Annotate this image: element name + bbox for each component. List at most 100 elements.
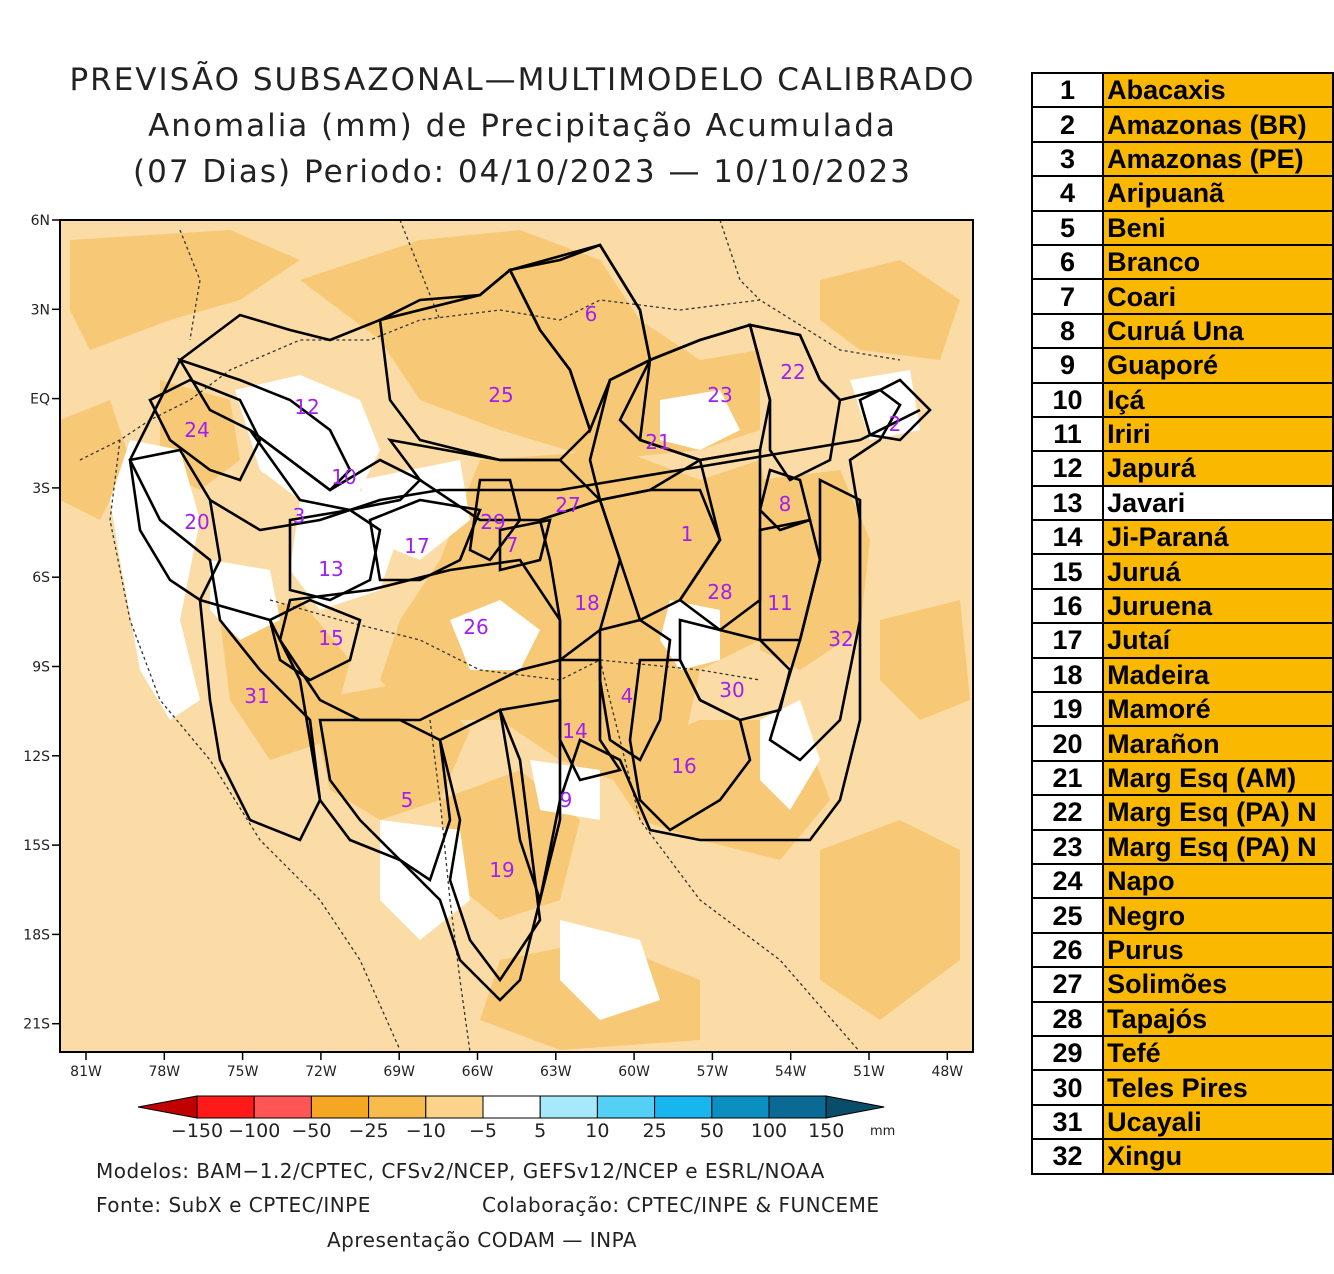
- colorbar-swatch: [711, 1095, 770, 1119]
- basin-number: 28: [1030, 1000, 1105, 1037]
- basin-number: 11: [1030, 415, 1105, 453]
- basin-number: 4: [1030, 175, 1105, 212]
- basin-label-2: 2: [889, 412, 902, 436]
- basin-number: 32: [1030, 1138, 1105, 1175]
- basin-number: 3: [1030, 140, 1105, 178]
- title-line-2: Anomalia (mm) de Precipitação Acumulada: [148, 108, 897, 144]
- basin-row: 28 Tapajós: [1030, 1000, 1334, 1037]
- colorbar-swatch: [310, 1095, 370, 1119]
- colorbar-tick-label: −50: [291, 1120, 331, 1142]
- basin-number: 23: [1030, 828, 1105, 865]
- basin-label-32: 32: [828, 627, 853, 651]
- basin-label-21: 21: [645, 430, 670, 454]
- lat-tick-label: 15S: [23, 838, 50, 854]
- lon-tick-label: 63W: [540, 1064, 572, 1080]
- basin-name: Napo: [1102, 862, 1334, 900]
- colorbar-tick-label: 25: [643, 1120, 667, 1142]
- colorbar-tick-label: −5: [469, 1120, 497, 1142]
- basin-name: Teles Pires: [1102, 1069, 1334, 1106]
- basin-name: Ji-Paraná: [1102, 519, 1334, 556]
- lon-tick-label: 72W: [305, 1064, 337, 1080]
- lat-tick-label: 9S: [32, 660, 50, 676]
- basin-label-28: 28: [707, 580, 732, 604]
- basin-row: 21 Marg Esq (AM): [1030, 759, 1334, 797]
- basin-name: Branco: [1102, 243, 1334, 281]
- basin-number: 15: [1030, 553, 1105, 590]
- basin-name: Iriri: [1102, 415, 1334, 453]
- basin-row: 17 Jutaí: [1030, 622, 1334, 659]
- colorbar-swatch: [482, 1095, 541, 1119]
- basin-number-labels: 1234567891011121314151617181920212223242…: [184, 302, 901, 882]
- basin-row: 30 Teles Pires: [1030, 1069, 1334, 1106]
- basin-name: Madeira: [1102, 656, 1334, 694]
- basin-row: 19 Mamoré: [1030, 691, 1334, 728]
- basin-row: 14 Ji-Paraná: [1030, 519, 1334, 556]
- basin-label-29: 29: [480, 510, 505, 534]
- basin-number: 16: [1030, 587, 1105, 625]
- basin-label-6: 6: [585, 302, 598, 326]
- basin-number: 8: [1030, 312, 1105, 350]
- basin-name: Ucayali: [1102, 1103, 1334, 1141]
- basin-number: 25: [1030, 897, 1105, 934]
- basin-row: 20 Marañon: [1030, 725, 1334, 762]
- colorbar-left-arrow: [137, 1095, 198, 1119]
- precipitation-anomaly-map: 6N 3N EQ 3S 6S 9S 12S 15S 18S 21S 81W 78W 75W 72W 69W 6…: [23, 213, 974, 1142]
- basin-label-24: 24: [184, 418, 209, 442]
- basin-name: Aripuanã: [1102, 175, 1334, 212]
- basin-name: Marg Esq (AM): [1102, 759, 1334, 797]
- basin-number: 9: [1030, 347, 1105, 384]
- basin-name: Amazonas (BR): [1102, 106, 1334, 143]
- basin-row: 10 Içá: [1030, 381, 1334, 418]
- basin-legend-table: 1 Abacaxis 2 Amazonas (BR) 3 Amazonas (PE) 4 Ar…: [1030, 71, 1334, 1175]
- colorbar-swatch: [368, 1095, 427, 1119]
- colorbar-tick-label: −10: [406, 1120, 446, 1142]
- basin-row: 26 Purus: [1030, 931, 1334, 969]
- basin-label-30: 30: [719, 678, 744, 702]
- colorbar-tick-label: −25: [349, 1120, 389, 1142]
- basin-label-26: 26: [463, 615, 488, 639]
- colorbar-tick-label: −100: [228, 1120, 280, 1142]
- basin-label-27: 27: [555, 493, 580, 517]
- map-axes: 6N 3N EQ 3S 6S 9S 12S 15S 18S 21S 81W 78W 75W 72W 69W 6…: [23, 213, 963, 1080]
- lat-tick-label: 6S: [32, 570, 50, 586]
- basin-row: 16 Juruena: [1030, 587, 1334, 625]
- lon-tick-label: 54W: [775, 1064, 807, 1080]
- basin-label-11: 11: [767, 591, 792, 615]
- lon-tick-label: 81W: [70, 1064, 102, 1080]
- basin-name: Guaporé: [1102, 347, 1334, 384]
- basin-label-19: 19: [489, 858, 514, 882]
- map-frame: [59, 219, 974, 1053]
- basin-name: Solimões: [1102, 966, 1334, 1003]
- basin-number: 19: [1030, 691, 1105, 728]
- colorbar-swatch: [596, 1095, 656, 1119]
- basin-number: 31: [1030, 1103, 1105, 1141]
- basin-name: Coari: [1102, 278, 1334, 315]
- colorbar-swatch: [539, 1095, 598, 1119]
- colorbar-swatch: [425, 1095, 484, 1119]
- basin-name: Japurá: [1102, 450, 1334, 487]
- basin-label-25: 25: [488, 383, 513, 407]
- basin-row: 7 Coari: [1030, 278, 1334, 315]
- basin-row: 29 Tefé: [1030, 1034, 1334, 1072]
- colorbar-swatch: [253, 1095, 312, 1119]
- basin-number: 12: [1030, 450, 1105, 487]
- basin-label-12: 12: [294, 395, 319, 419]
- basin-label-16: 16: [671, 754, 696, 778]
- basin-label-7: 7: [506, 533, 519, 557]
- lon-tick-label: 78W: [148, 1064, 180, 1080]
- basin-number: 1: [1030, 71, 1105, 109]
- basin-number: 26: [1030, 931, 1105, 969]
- lon-tick-label: 51W: [853, 1064, 885, 1080]
- basin-number: 30: [1030, 1069, 1105, 1106]
- lat-tick-label: EQ: [30, 392, 50, 408]
- basin-row: 18 Madeira: [1030, 656, 1334, 694]
- basin-name: Xingu: [1102, 1138, 1334, 1175]
- basin-row: 24 Napo: [1030, 862, 1334, 900]
- footer-source: Fonte: SubX e CPTEC/INPE: [96, 1193, 371, 1217]
- basin-row: 15 Juruá: [1030, 553, 1334, 590]
- colorbar-tick-label: 10: [585, 1120, 609, 1142]
- basin-label-15: 15: [318, 626, 343, 650]
- basin-label-8: 8: [779, 492, 792, 516]
- basin-number: 17: [1030, 622, 1105, 659]
- basin-name: Beni: [1102, 209, 1334, 246]
